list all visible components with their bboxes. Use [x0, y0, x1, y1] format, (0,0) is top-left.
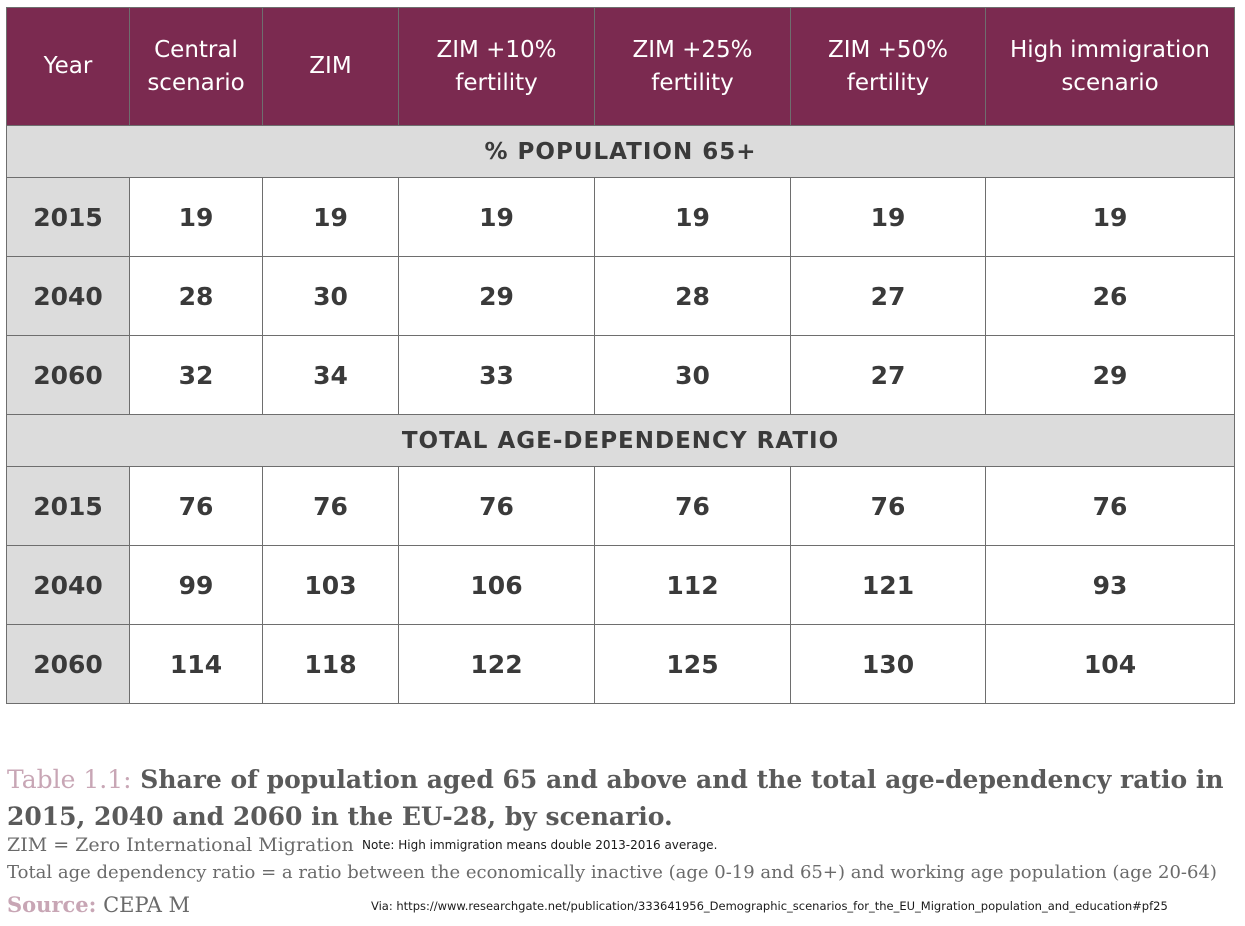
header-label: ZIM [309, 53, 352, 79]
table-row: 2040 28 30 29 28 27 26 [6, 256, 1235, 336]
value-cell: 76 [129, 466, 263, 546]
value-cell: 122 [398, 624, 595, 704]
header-label: fertility [846, 69, 930, 96]
section-header-row: % POPULATION 65+ [6, 125, 1235, 178]
ratio-definition: Total age dependency ratio = a ratio bet… [7, 862, 1217, 883]
high-immigration-note: Note: High immigration means double 2013… [362, 838, 718, 852]
value-cell: 114 [129, 624, 263, 704]
section-header-row: TOTAL AGE-DEPENDENCY RATIO [6, 414, 1235, 467]
via-link: Via: https://www.researchgate.net/public… [371, 899, 1168, 913]
value-cell: 76 [398, 466, 595, 546]
year-cell: 2015 [6, 177, 130, 257]
value-cell: 104 [985, 624, 1235, 704]
value-cell: 19 [594, 177, 791, 257]
table-row: 2040 99 103 106 112 121 93 [6, 545, 1235, 625]
year-cell: 2040 [6, 256, 130, 336]
value-cell: 32 [129, 335, 263, 415]
year-cell: 2040 [6, 545, 130, 625]
section-title: TOTAL AGE-DEPENDENCY RATIO [6, 414, 1235, 467]
column-header-year: Year [6, 7, 130, 126]
table-body: % POPULATION 65+ 2015 19 19 19 19 19 19 2040 28 30… [6, 125, 1235, 704]
table-row: 2060 114 118 122 125 130 104 [6, 624, 1235, 704]
table-row: 2015 19 19 19 19 19 19 [6, 177, 1235, 257]
value-cell: 33 [398, 335, 595, 415]
column-header-central: Central scenario [129, 7, 263, 126]
source-line: Source: CEPA M [7, 892, 190, 917]
year-cell: 2015 [6, 466, 130, 546]
header-label: Year [43, 53, 93, 79]
year-cell: 2060 [6, 335, 130, 415]
value-cell: 121 [790, 545, 986, 625]
value-cell: 27 [790, 335, 986, 415]
value-cell: 19 [129, 177, 263, 257]
value-cell: 28 [129, 256, 263, 336]
column-header-zim-50: ZIM +50% fertility [790, 7, 986, 126]
header-label: High immigration [1010, 36, 1210, 63]
value-cell: 76 [262, 466, 399, 546]
value-cell: 130 [790, 624, 986, 704]
column-header-high-immigration: High immigration scenario [985, 7, 1235, 126]
scenario-table: Year Central scenario ZIM ZIM +10% ferti… [6, 7, 1235, 704]
caption-text: Share of population aged 65 and above an… [7, 765, 1224, 831]
caption-prefix: Table 1.1: [7, 765, 132, 794]
value-cell: 76 [790, 466, 986, 546]
table-caption: Table 1.1: Share of population aged 65 a… [7, 761, 1239, 835]
header-label: scenario [147, 69, 245, 96]
source-label: Source: [7, 892, 97, 917]
section-title: % POPULATION 65+ [6, 125, 1235, 178]
value-cell: 19 [790, 177, 986, 257]
header-label: ZIM +50% [827, 36, 949, 63]
header-label: fertility [651, 69, 734, 96]
source-value: CEPA M [103, 893, 191, 917]
value-cell: 118 [262, 624, 399, 704]
zim-definition: ZIM = Zero International Migration [7, 834, 354, 856]
value-cell: 93 [985, 545, 1235, 625]
header-label: scenario [1061, 69, 1159, 96]
value-cell: 106 [398, 545, 595, 625]
value-cell: 99 [129, 545, 263, 625]
header-label: ZIM +10% [436, 36, 557, 63]
value-cell: 27 [790, 256, 986, 336]
header-label: ZIM +25% [632, 36, 753, 63]
value-cell: 29 [985, 335, 1235, 415]
value-cell: 125 [594, 624, 791, 704]
column-header-zim-10: ZIM +10% fertility [398, 7, 595, 126]
value-cell: 28 [594, 256, 791, 336]
value-cell: 76 [985, 466, 1235, 546]
column-header-zim-25: ZIM +25% fertility [594, 7, 791, 126]
table-row: 2015 76 76 76 76 76 76 [6, 466, 1235, 546]
header-row: Year Central scenario ZIM ZIM +10% ferti… [6, 7, 1235, 126]
value-cell: 103 [262, 545, 399, 625]
value-cell: 34 [262, 335, 399, 415]
value-cell: 30 [594, 335, 791, 415]
table-row: 2060 32 34 33 30 27 29 [6, 335, 1235, 415]
column-header-zim: ZIM [262, 7, 399, 126]
value-cell: 112 [594, 545, 791, 625]
value-cell: 19 [262, 177, 399, 257]
value-cell: 30 [262, 256, 399, 336]
value-cell: 19 [985, 177, 1235, 257]
value-cell: 26 [985, 256, 1235, 336]
header-label: fertility [455, 69, 538, 96]
header-label: Central [154, 36, 238, 63]
value-cell: 19 [398, 177, 595, 257]
year-cell: 2060 [6, 624, 130, 704]
value-cell: 29 [398, 256, 595, 336]
value-cell: 76 [594, 466, 791, 546]
